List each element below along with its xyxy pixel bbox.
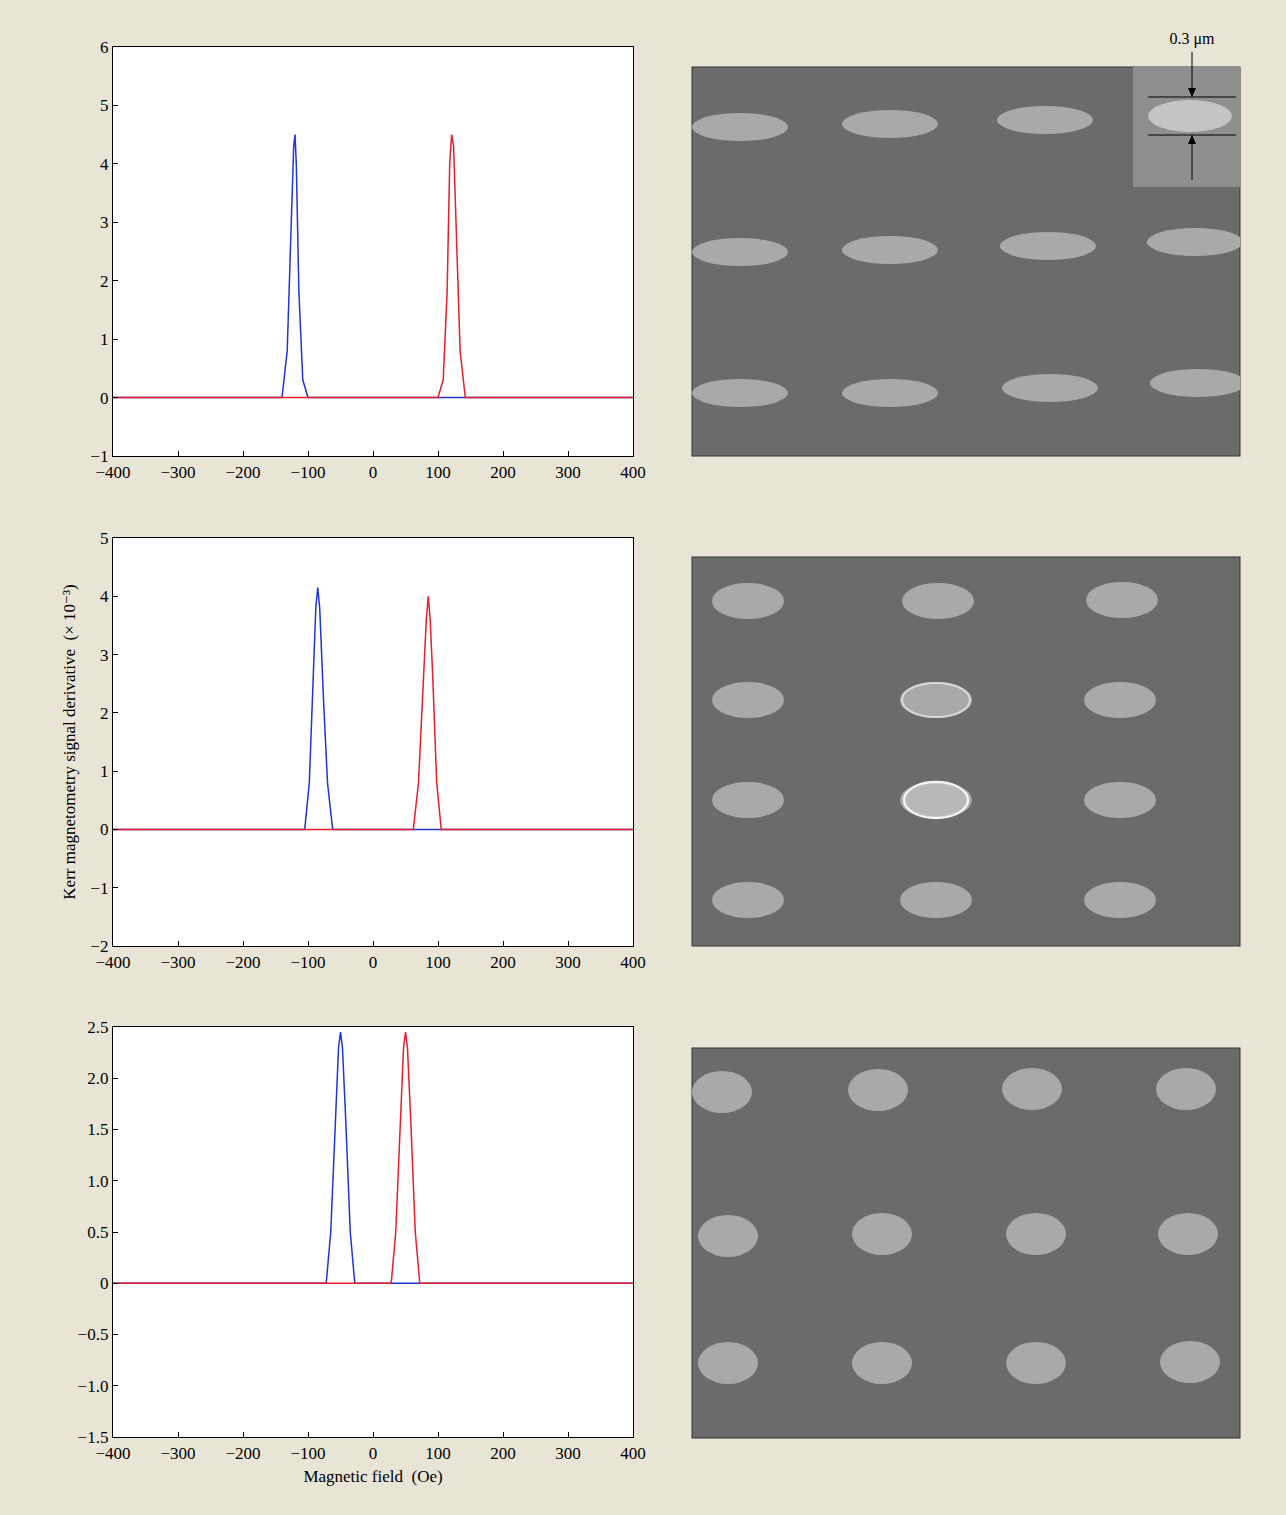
svg-text:−300: −300 [160, 463, 195, 482]
svg-text:2: 2 [100, 272, 109, 291]
svg-text:−400: −400 [95, 1444, 130, 1463]
svg-text:−1.5: −1.5 [78, 1428, 109, 1447]
svg-text:−100: −100 [290, 953, 325, 972]
svg-text:−1: −1 [90, 879, 108, 898]
svg-text:2.5: 2.5 [87, 1018, 108, 1037]
svg-text:4: 4 [100, 587, 109, 606]
svg-text:−400: −400 [95, 953, 130, 972]
svg-text:−200: −200 [225, 1444, 260, 1463]
svg-text:200: 200 [490, 463, 516, 482]
svg-text:300: 300 [555, 463, 581, 482]
svg-text:100: 100 [425, 1444, 451, 1463]
svg-text:400: 400 [620, 953, 646, 972]
svg-text:−300: −300 [160, 1444, 195, 1463]
svg-text:300: 300 [555, 1444, 581, 1463]
svg-text:−400: −400 [95, 463, 130, 482]
svg-text:0.3 μm: 0.3 μm [1169, 30, 1215, 48]
svg-text:5: 5 [100, 96, 109, 115]
svg-text:0: 0 [369, 953, 378, 972]
svg-text:200: 200 [490, 953, 516, 972]
svg-text:1.0: 1.0 [87, 1172, 108, 1191]
svg-text:−100: −100 [290, 463, 325, 482]
svg-text:3: 3 [100, 213, 109, 232]
svg-text:0: 0 [100, 820, 109, 839]
svg-text:0: 0 [369, 463, 378, 482]
svg-text:2: 2 [100, 704, 109, 723]
svg-text:Magnetic field (Oe): Magnetic field (Oe) [303, 1467, 442, 1486]
svg-text:2.0: 2.0 [87, 1069, 108, 1088]
svg-text:400: 400 [620, 463, 646, 482]
svg-text:0.5: 0.5 [87, 1223, 108, 1242]
svg-text:6: 6 [100, 38, 109, 57]
svg-text:1: 1 [100, 762, 109, 781]
svg-text:0: 0 [100, 1274, 109, 1293]
svg-text:400: 400 [620, 1444, 646, 1463]
svg-text:100: 100 [425, 463, 451, 482]
svg-text:300: 300 [555, 953, 581, 972]
svg-text:Kerr magnetometry signal deriv: Kerr magnetometry signal derivative (× 1… [60, 584, 79, 899]
svg-text:0: 0 [100, 389, 109, 408]
svg-text:−300: −300 [160, 953, 195, 972]
svg-text:1.5: 1.5 [87, 1120, 108, 1139]
svg-text:−0.5: −0.5 [78, 1325, 109, 1344]
svg-text:1: 1 [100, 330, 109, 349]
svg-text:100: 100 [425, 953, 451, 972]
svg-text:−200: −200 [225, 463, 260, 482]
svg-text:−1: −1 [90, 447, 108, 466]
svg-text:4: 4 [100, 155, 109, 174]
svg-text:−1.0: −1.0 [78, 1377, 109, 1396]
svg-text:−2: −2 [90, 937, 108, 956]
svg-text:0: 0 [369, 1444, 378, 1463]
svg-text:−100: −100 [290, 1444, 325, 1463]
svg-text:−200: −200 [225, 953, 260, 972]
svg-text:5: 5 [100, 529, 109, 548]
svg-text:3: 3 [100, 646, 109, 665]
svg-text:200: 200 [490, 1444, 516, 1463]
